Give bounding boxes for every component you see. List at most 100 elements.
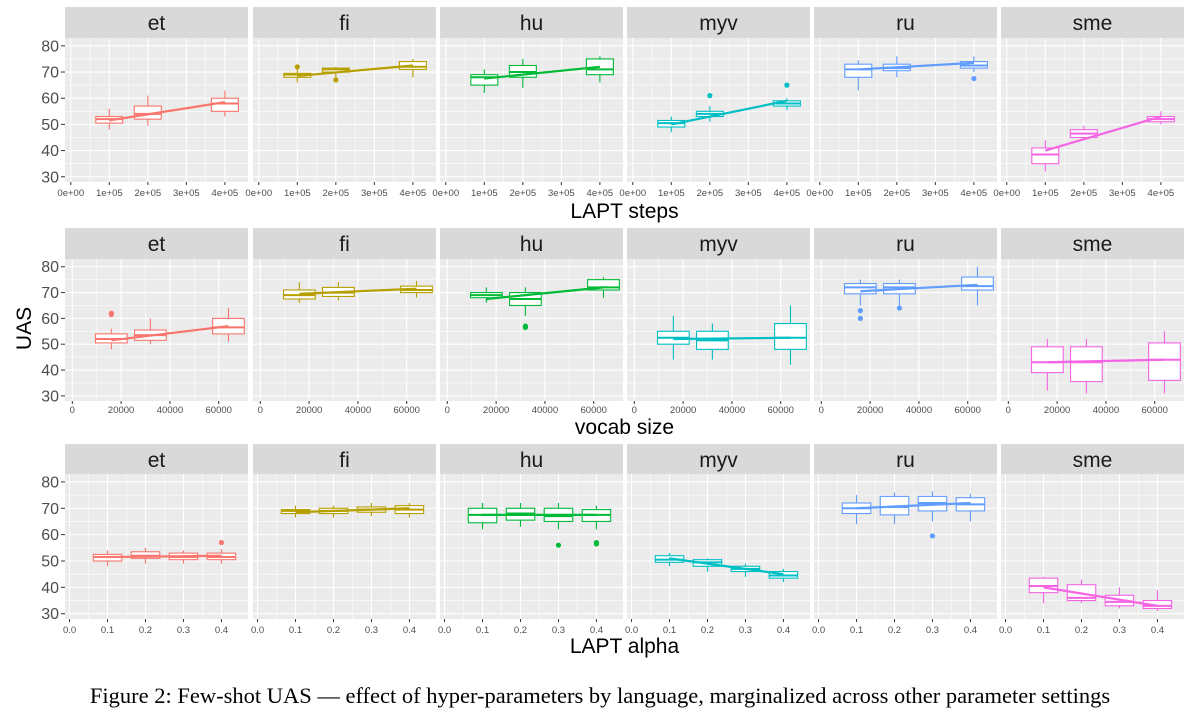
y-tick-label: 60 [41, 311, 59, 328]
outlier-point [857, 308, 863, 314]
box-sme [1030, 339, 1064, 391]
x-tick-label: 20000 [670, 405, 696, 416]
facet-strip-label: sme [1073, 233, 1113, 256]
x-tick-label: 0.3 [365, 625, 378, 636]
x-tick-label: 0.2 [701, 625, 714, 636]
y-tick-label: 30 [41, 169, 59, 186]
box-hu [508, 58, 537, 88]
outlier-point [896, 305, 903, 311]
x-tick-label: 0e+00 [993, 188, 1020, 199]
outlier-point [707, 93, 713, 99]
x-tick-label: 0.1 [476, 625, 489, 636]
x-tick-label: 0.4 [403, 625, 416, 636]
facet-strip [65, 444, 248, 475]
trend-line-hu [484, 65, 600, 80]
facet-panel-hu: hu 0e+00 1e+05 2e+05 3e+05 4e+05 [432, 7, 623, 199]
y-tick-label: 40 [41, 143, 59, 160]
x-tick-label: 0.4 [1151, 625, 1164, 636]
facet-strip-label: hu [520, 12, 543, 35]
facet-panel-ru: ru 0.0 0.1 0.2 0.3 0.4 [812, 444, 997, 636]
x-tick-label: 4e+05 [961, 188, 988, 199]
trend-line-hu [486, 286, 604, 301]
facet-strip-label: myv [699, 12, 738, 35]
box-hu [469, 287, 503, 303]
trend-line-fi [297, 64, 413, 78]
box-myv [656, 315, 690, 360]
outlier-point [218, 539, 225, 546]
x-tick-label: 0.1 [289, 625, 302, 636]
x-tick-label: 40000 [157, 405, 183, 416]
x-tick-label: 3e+05 [173, 188, 200, 199]
trend-line-et [111, 325, 229, 342]
facet-strip [814, 228, 997, 259]
x-tick-label: 40000 [532, 405, 558, 416]
trend-line-fi [299, 287, 417, 295]
facet-strip-label: hu [520, 449, 543, 472]
box-iqr [1031, 147, 1060, 165]
x-tick-label: 60000 [581, 405, 607, 416]
facet-strip [1001, 228, 1184, 259]
outlier-point [333, 77, 339, 83]
x-tick-label: 0 [445, 405, 450, 416]
panel-background [627, 474, 810, 619]
facet-strip-label: ru [896, 449, 915, 472]
facet-panel-et: et 0.0 0.1 0.2 0.3 0.4 [63, 444, 248, 636]
x-axis-title: vocab size [575, 416, 674, 439]
facet-strip-label: myv [699, 449, 738, 472]
facet-strip [627, 7, 810, 38]
box-ru [959, 56, 988, 82]
x-axis-title: LAPT alpha [570, 635, 680, 658]
trend-line-sme [1043, 586, 1158, 607]
box-iqr [1148, 342, 1181, 381]
trend-line-fi [295, 507, 410, 514]
panel-background [253, 38, 436, 182]
y-tick-label: 50 [41, 554, 59, 571]
outlier-point [555, 542, 562, 548]
x-tick-label: 2e+05 [1070, 188, 1097, 199]
y-tick-label: 40 [41, 363, 59, 380]
x-tick-label: 20000 [1044, 405, 1070, 416]
x-tick-label: 1e+05 [471, 188, 498, 199]
x-tick-label: 4e+05 [774, 188, 801, 199]
y-tick-label: 60 [41, 91, 59, 108]
panel-background [253, 474, 436, 619]
outlier-point [593, 541, 600, 547]
x-tick-label: 0 [1006, 405, 1011, 416]
x-tick-label: 0.4 [777, 625, 790, 636]
box-myv [774, 305, 807, 365]
facet-panel-myv: myv 0e+00 1e+05 2e+05 3e+05 4e+05 [619, 7, 810, 199]
x-tick-label: 0e+00 [57, 188, 84, 199]
x-tick-label: 2e+05 [134, 188, 161, 199]
y-tick-label: 70 [41, 285, 59, 302]
y-tick-label: 50 [41, 117, 59, 134]
x-tick-label: 0e+00 [619, 188, 646, 199]
facet-strip [440, 228, 623, 259]
box-ru [843, 279, 877, 321]
facet-strip [65, 7, 248, 38]
x-tick-label: 1e+05 [284, 188, 311, 199]
y-tick-label: 30 [41, 606, 59, 623]
x-tick-label: 0 [70, 405, 75, 416]
x-tick-label: 60000 [394, 405, 420, 416]
facet-panel-sme: sme 0e+00 1e+05 2e+05 3e+05 4e+05 [993, 7, 1184, 199]
box-iqr [774, 322, 807, 350]
trend-line-myv [669, 557, 784, 576]
box-fi [321, 66, 350, 83]
box-fi [282, 282, 316, 303]
y-tick-label: 50 [41, 337, 59, 354]
x-tick-label: 2e+05 [696, 188, 723, 199]
y-tick-label: 80 [41, 474, 59, 491]
trend-line-ru [856, 501, 971, 510]
x-axis-title: LAPT steps [570, 200, 678, 223]
box-iqr [1030, 346, 1064, 374]
x-tick-label: 3e+05 [1109, 188, 1136, 199]
facet-strip-label: sme [1073, 12, 1113, 35]
x-tick-label: 2e+05 [883, 188, 910, 199]
facet-strip [814, 444, 997, 475]
x-tick-label: 0.3 [552, 625, 565, 636]
outlier-point [929, 533, 936, 539]
x-tick-label: 0e+00 [432, 188, 459, 199]
x-tick-label: 0.0 [812, 625, 825, 636]
trend-line-ru [860, 283, 978, 293]
y-tick-label: 70 [41, 65, 59, 82]
